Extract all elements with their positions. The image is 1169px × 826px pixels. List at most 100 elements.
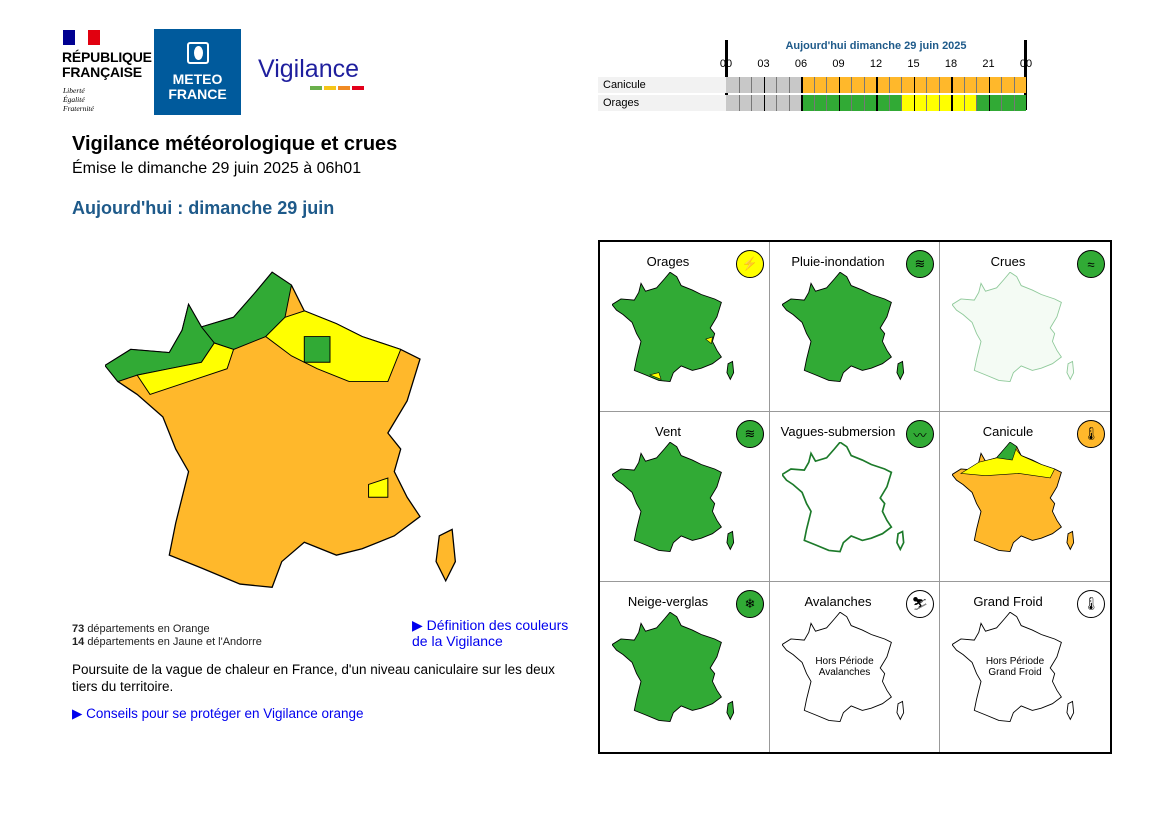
orange-count-line: 73 départements en Orange	[72, 623, 210, 635]
off-season-note: Hors Période Grand Froid	[940, 656, 1110, 678]
map-corsica	[726, 530, 735, 550]
timeline-tick	[951, 77, 953, 93]
timeline-row-label-orages: Orages	[598, 95, 726, 111]
meteo-france-logo[interactable]: METEO FRANCE	[154, 29, 241, 115]
timeline-tick	[788, 95, 790, 111]
map-corsica	[726, 360, 735, 380]
timeline-tick	[863, 95, 865, 111]
rf-name-line: RÉPUBLIQUE	[62, 49, 152, 65]
timeline-tick	[988, 77, 990, 93]
timeline-tick	[976, 77, 977, 93]
timeline-tick	[851, 95, 852, 111]
timeline-tick	[963, 95, 965, 111]
advice-link[interactable]: ▶ Conseils pour se protéger en Vigilance…	[72, 706, 364, 721]
timeline-bar-canicule[interactable]	[726, 77, 1026, 93]
timeline-tick	[763, 77, 765, 93]
off-season-line: Avalanches	[818, 667, 871, 678]
panel-title: Avalanches	[804, 594, 872, 609]
timeline-tick	[751, 77, 752, 93]
panel-neige-verglas[interactable]: Neige-verglas ❄	[600, 582, 770, 752]
map-zone-yellow-west	[136, 342, 235, 396]
timeline-tick	[888, 95, 890, 111]
timeline-tick	[901, 77, 902, 93]
timeline-tick	[788, 77, 790, 93]
mf-name-line: FRANCE	[168, 86, 227, 102]
panel-pluie-inondation[interactable]: Pluie-inondation ≋	[770, 242, 940, 412]
map-corsica	[1066, 360, 1075, 380]
lightning-icon: ⚡	[736, 250, 764, 278]
link-line[interactable]: de la Vigilance	[412, 633, 503, 649]
map-corsica	[896, 700, 905, 720]
panel-vagues-submersion[interactable]: Vagues-submersion 〰	[770, 412, 940, 582]
panel-orages[interactable]: Orages ⚡	[600, 242, 770, 412]
timeline-hour-label: 06	[794, 58, 808, 70]
timeline-tick	[1013, 95, 1015, 111]
meteo-france-emblem-icon	[186, 42, 209, 64]
off-season-line: Hors Période	[815, 656, 874, 667]
panel-map	[612, 442, 735, 553]
link-line[interactable]: ▶ Définition des couleurs	[412, 617, 569, 633]
phenomena-grid: Orages ⚡ Pluie-inondation ≋ Crues ≈ Vent ≋ Vague…	[598, 240, 1112, 754]
rain-flood-icon: ≋	[906, 250, 934, 278]
timeline-end-marker	[1024, 40, 1027, 110]
page-title: Vigilance météorologique et crues	[72, 133, 398, 155]
timeline-row-label-canicule: Canicule	[598, 77, 726, 93]
timeline-tick	[976, 95, 977, 111]
republique-francaise-flag	[63, 30, 100, 45]
motto-line: Liberté	[63, 86, 85, 95]
orange-count-label: départements en Orange	[87, 623, 210, 635]
off-season-line: Grand Froid	[988, 667, 1042, 678]
timeline-bar-orages[interactable]	[726, 95, 1026, 111]
yellow-count-label: départements en Jaune et l'Andorre	[87, 636, 262, 648]
timeline-hour-label: 18	[944, 58, 958, 70]
map-zone-yellow	[649, 336, 713, 380]
panel-title: Vagues-submersion	[780, 424, 896, 439]
map-zone-green	[996, 442, 1018, 461]
panel-canicule[interactable]: Canicule 🌡	[940, 412, 1110, 582]
bulletin-description: Poursuite de la vague de chaleur en Fran…	[72, 662, 555, 694]
motto-line: Égalité	[63, 95, 85, 104]
mf-name-line: METEO	[172, 71, 223, 87]
timeline-tick	[926, 77, 927, 93]
color-definition-link[interactable]: ▶ Définition des couleurs de la Vigilance	[412, 617, 568, 649]
timeline-tick	[813, 95, 815, 111]
timeline-hour-label: 15	[907, 58, 920, 70]
timeline-tick	[926, 95, 927, 111]
map-france	[782, 272, 892, 383]
timeline-tick	[776, 77, 777, 93]
panel-map	[782, 442, 905, 553]
timeline-tick	[826, 95, 827, 111]
timeline-tick	[763, 95, 765, 111]
panel-grand-froid[interactable]: Grand Froid 🌡 Hors Période Grand Froid	[940, 582, 1110, 752]
map-france	[612, 272, 722, 383]
panel-title: Crues	[990, 254, 1026, 269]
main-vigilance-map[interactable]	[105, 248, 465, 618]
map-zone-green-marne	[303, 336, 331, 363]
panel-map	[782, 272, 905, 383]
cold-thermometer-icon: 🌡	[1077, 590, 1105, 618]
timeline-hour-label: 09	[832, 58, 845, 70]
motto-line: Fraternité	[63, 104, 94, 113]
map-corsica	[896, 530, 905, 551]
panel-map	[612, 272, 735, 383]
map-france	[782, 442, 893, 553]
timeline-title: Aujourd'hui dimanche 29 juin 2025	[785, 40, 967, 52]
map-zone-yellow-northeast	[264, 310, 402, 383]
panel-title: Neige-verglas	[627, 594, 709, 609]
rf-motto: Liberté Égalité Fraternité	[63, 86, 94, 113]
panel-title: Vent	[654, 424, 682, 439]
map-corsica	[726, 700, 735, 720]
panel-avalanches[interactable]: Avalanches ⛷ Hors Période Avalanches	[770, 582, 940, 752]
timeline-tick	[876, 95, 878, 111]
panel-title: Canicule	[982, 424, 1034, 439]
timeline-tick	[776, 95, 777, 111]
wave-icon: 〰	[906, 420, 934, 448]
panel-vent[interactable]: Vent ≋	[600, 412, 770, 582]
timeline-tick	[801, 95, 803, 111]
vigilance-logo[interactable]: Vigilance	[258, 55, 360, 83]
timeline-tick	[963, 77, 965, 93]
panel-crues[interactable]: Crues ≈	[940, 242, 1110, 412]
vigilance-color-bar	[310, 86, 364, 90]
map-zone-green-west	[105, 303, 215, 383]
timeline-tick	[1013, 77, 1015, 93]
